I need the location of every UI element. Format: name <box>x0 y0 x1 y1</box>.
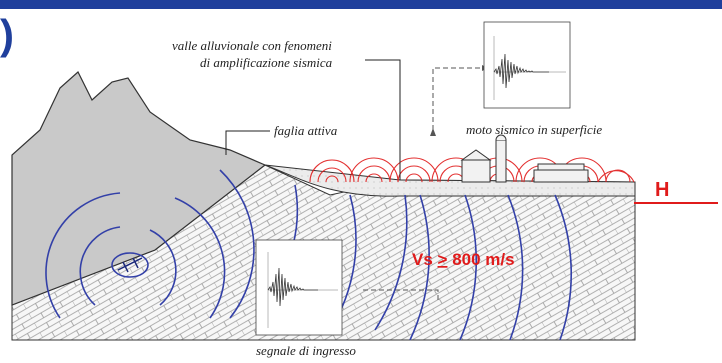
header-bar <box>0 0 722 9</box>
label-vs: Vs > 800 m/s <box>412 250 515 269</box>
label-valley-line1: valle alluvionale con fenomeni <box>172 38 332 53</box>
label-vs-symbol: > <box>438 250 448 269</box>
alluvial-valley <box>264 164 636 197</box>
label-h: H <box>655 179 669 201</box>
label-valley-line2: di amplificazione sismica <box>200 55 333 70</box>
label-vs-value: 800 m/s <box>447 250 514 269</box>
label-surface-motion: moto sismico in superficie <box>466 122 602 137</box>
section-bracket: ) <box>0 11 14 58</box>
fault-marker <box>117 257 143 273</box>
input-seismogram <box>255 239 343 336</box>
mountain <box>11 71 267 306</box>
label-vs-prefix: Vs <box>412 250 438 269</box>
signal-arrows <box>360 67 482 300</box>
buildings <box>460 134 589 183</box>
label-fault: faglia attiva <box>274 123 338 138</box>
surface-seismogram <box>483 21 571 109</box>
label-input-signal: segnale di ingresso <box>256 343 356 358</box>
leader-lines <box>225 59 401 180</box>
